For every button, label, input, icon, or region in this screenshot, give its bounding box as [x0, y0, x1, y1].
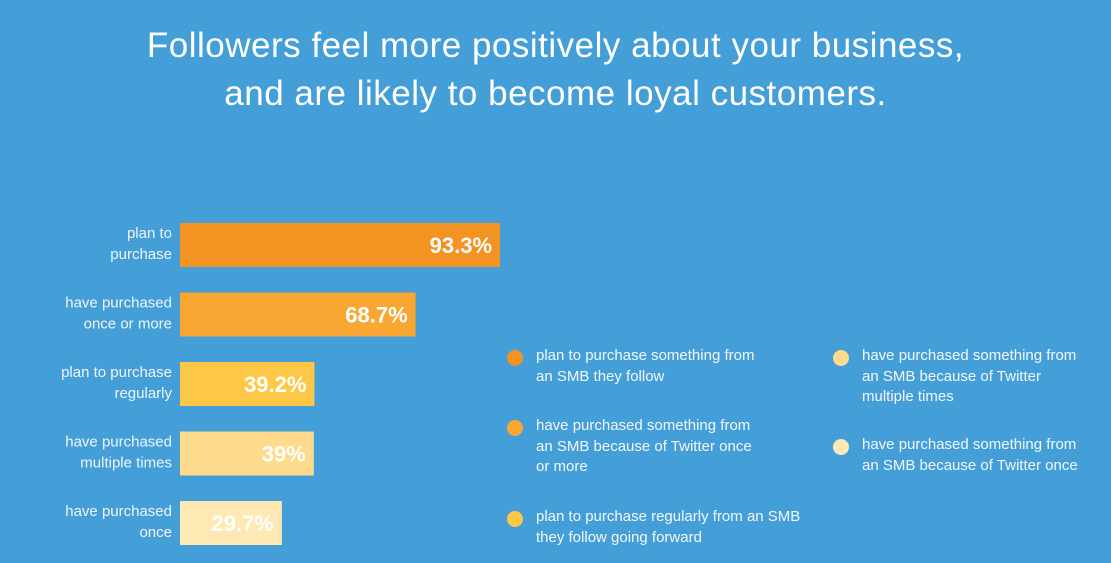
bar-2	[180, 362, 315, 406]
legend-label: have purchased something from an SMB bec…	[862, 347, 1077, 405]
category-label: once	[139, 524, 172, 541]
bar-1	[180, 292, 416, 337]
legend-label: have purchased something from an SMB bec…	[536, 417, 752, 475]
category-label: purchase	[110, 246, 172, 263]
category-label: once or more	[84, 316, 172, 333]
bar-0	[180, 223, 501, 267]
legend-swatch	[507, 420, 523, 436]
chart-title: Followers feel more positively about you…	[0, 22, 1111, 118]
bar-value-label: 39.2%	[244, 372, 306, 397]
bar-4	[180, 501, 282, 545]
bar-value-label: 68.7%	[345, 303, 407, 328]
legend-label: plan to purchase something from an SMB t…	[536, 347, 755, 385]
bar-value-label: 39%	[262, 442, 306, 467]
title-line-2: and are likely to become loyal customers…	[224, 74, 887, 113]
legend-label: plan to purchase regularly from an SMB t…	[536, 508, 801, 546]
title-line-1: Followers feel more positively about you…	[146, 26, 965, 65]
legend-swatch	[833, 439, 849, 455]
category-label: have purchased	[65, 434, 172, 451]
legend-swatch	[833, 350, 849, 366]
legend-swatch	[507, 350, 523, 366]
category-label: multiple times	[80, 455, 172, 472]
bar-value-label: 93.3%	[430, 233, 492, 258]
legend-label: have purchased something from an SMB bec…	[862, 436, 1078, 474]
category-label: plan to purchase	[61, 364, 172, 381]
category-label: plan to	[127, 225, 172, 242]
bar-3	[180, 431, 314, 476]
category-label: have purchased	[65, 295, 172, 312]
legend-swatch	[507, 511, 523, 527]
bar-value-label: 29.7%	[211, 511, 273, 536]
category-label: have purchased	[65, 503, 172, 520]
category-label: regularly	[114, 385, 172, 402]
